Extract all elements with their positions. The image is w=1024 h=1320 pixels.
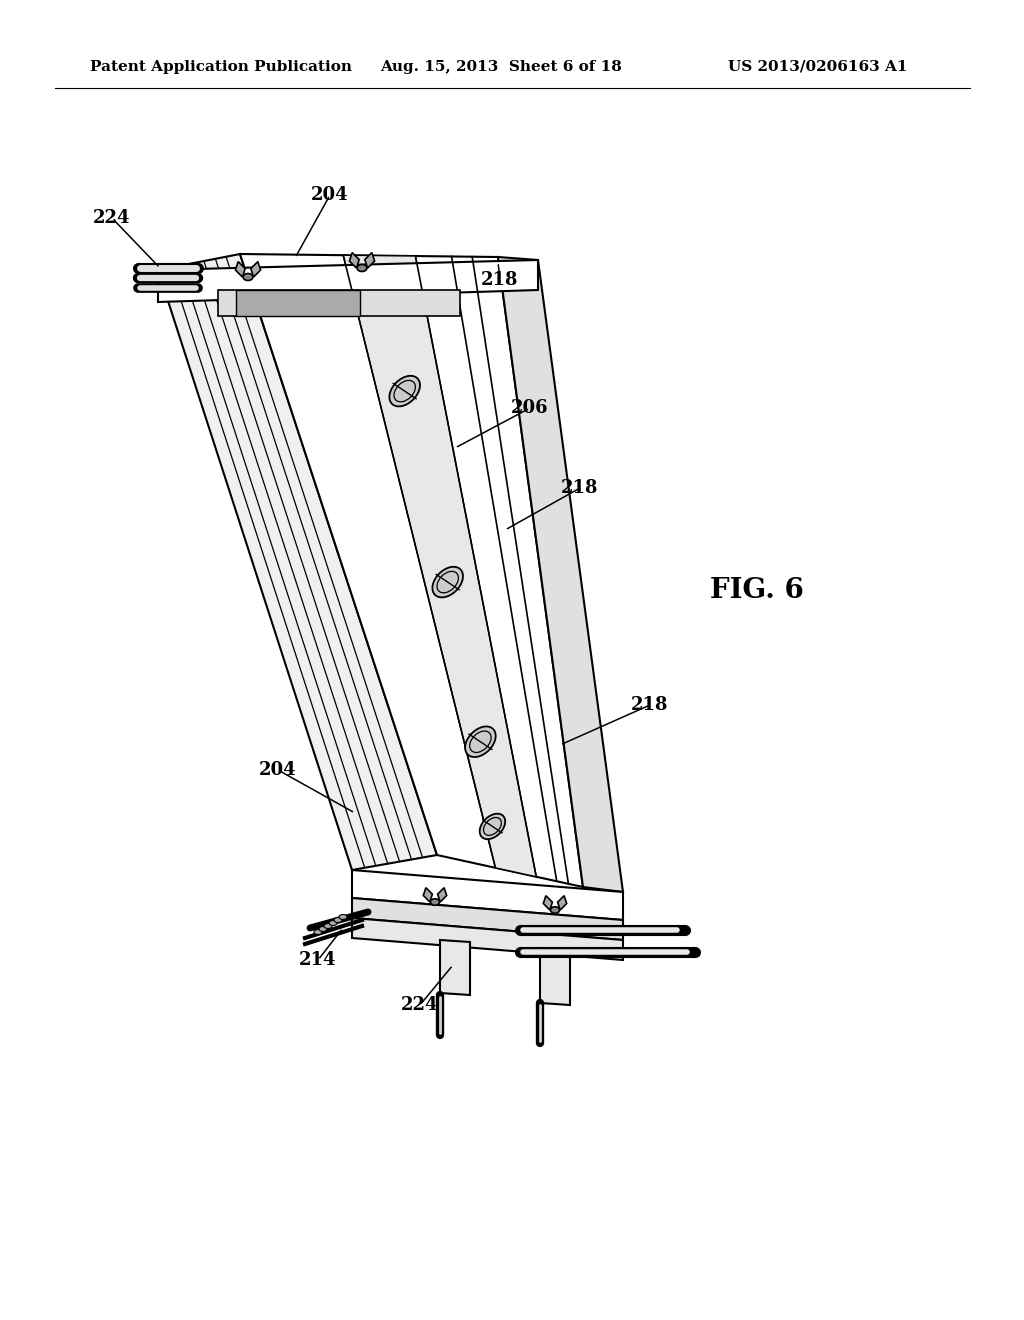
Polygon shape bbox=[423, 888, 432, 902]
Ellipse shape bbox=[479, 813, 505, 840]
Ellipse shape bbox=[339, 915, 347, 920]
Text: 204: 204 bbox=[259, 762, 297, 779]
Polygon shape bbox=[158, 253, 437, 870]
Polygon shape bbox=[158, 260, 538, 302]
Ellipse shape bbox=[389, 376, 420, 407]
Ellipse shape bbox=[324, 924, 332, 928]
Polygon shape bbox=[365, 252, 375, 268]
Ellipse shape bbox=[243, 273, 253, 281]
Ellipse shape bbox=[432, 566, 463, 598]
Polygon shape bbox=[240, 253, 583, 887]
Polygon shape bbox=[236, 290, 360, 315]
Polygon shape bbox=[343, 255, 537, 876]
Polygon shape bbox=[558, 896, 566, 909]
Ellipse shape bbox=[319, 927, 327, 932]
Text: Patent Application Publication: Patent Application Publication bbox=[90, 59, 352, 74]
Polygon shape bbox=[437, 888, 446, 902]
Text: 218: 218 bbox=[631, 696, 669, 714]
Polygon shape bbox=[540, 948, 570, 1005]
Polygon shape bbox=[352, 917, 623, 960]
Polygon shape bbox=[349, 252, 359, 268]
Polygon shape bbox=[251, 261, 260, 277]
Text: 214: 214 bbox=[299, 950, 337, 969]
Ellipse shape bbox=[329, 920, 337, 925]
Ellipse shape bbox=[430, 899, 439, 906]
Polygon shape bbox=[352, 898, 623, 940]
Text: 224: 224 bbox=[401, 997, 438, 1014]
Ellipse shape bbox=[357, 264, 367, 272]
Ellipse shape bbox=[334, 917, 342, 923]
Ellipse shape bbox=[314, 929, 322, 935]
Polygon shape bbox=[352, 870, 623, 920]
Polygon shape bbox=[440, 940, 470, 995]
Text: Aug. 15, 2013  Sheet 6 of 18: Aug. 15, 2013 Sheet 6 of 18 bbox=[380, 59, 622, 74]
Text: 218: 218 bbox=[481, 271, 519, 289]
Polygon shape bbox=[544, 896, 552, 909]
Polygon shape bbox=[236, 261, 245, 277]
Text: 204: 204 bbox=[311, 186, 349, 205]
Text: 224: 224 bbox=[93, 209, 131, 227]
Polygon shape bbox=[218, 290, 460, 315]
Polygon shape bbox=[498, 257, 623, 892]
Text: FIG. 6: FIG. 6 bbox=[710, 577, 804, 603]
Text: 218: 218 bbox=[561, 479, 599, 498]
Text: 206: 206 bbox=[511, 399, 549, 417]
Ellipse shape bbox=[465, 726, 496, 758]
Ellipse shape bbox=[551, 907, 559, 913]
Text: US 2013/0206163 A1: US 2013/0206163 A1 bbox=[728, 59, 907, 74]
